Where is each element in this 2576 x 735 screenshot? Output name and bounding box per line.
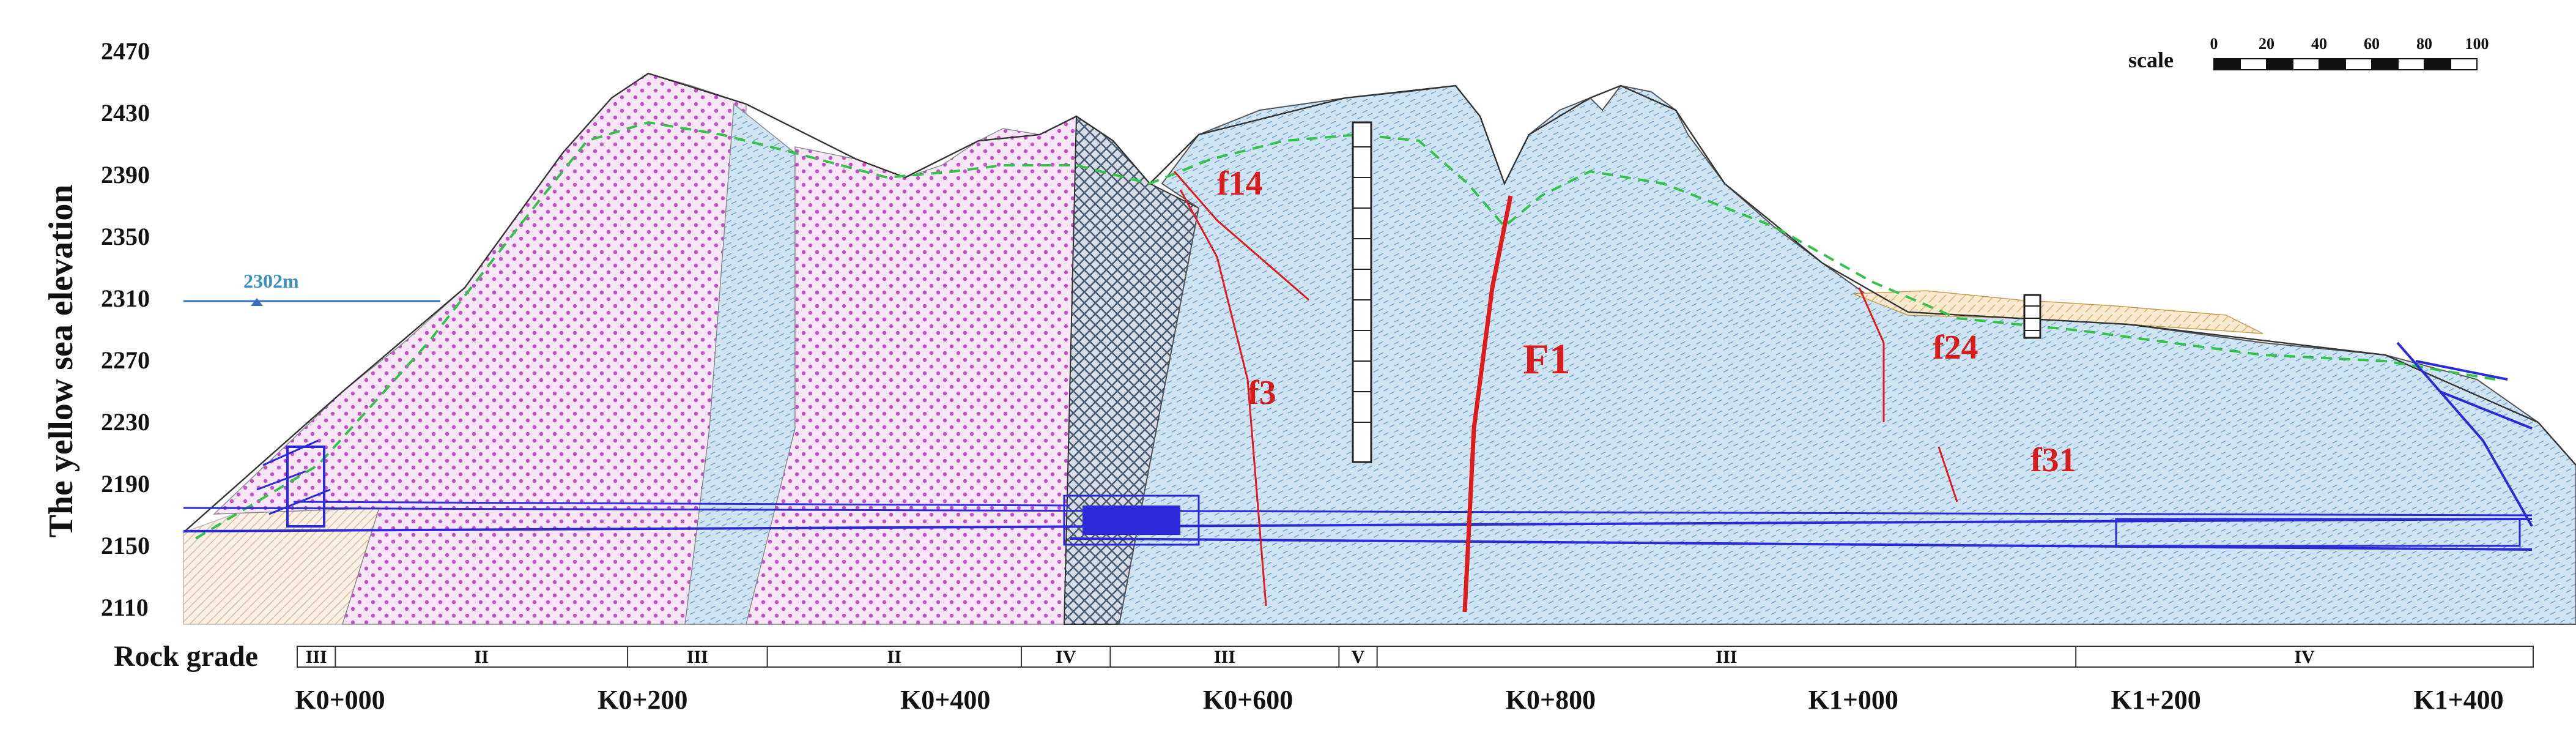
borehole-short bbox=[2023, 294, 2041, 339]
rock-grade-segment-label: II bbox=[887, 647, 901, 667]
weathering-boundary-line bbox=[194, 121, 2496, 540]
rock-grade-segment-label: III bbox=[687, 647, 708, 667]
scale-tick-label: 60 bbox=[2364, 35, 2380, 53]
y-tick-label: 2150 bbox=[101, 532, 150, 559]
fault-f3-line bbox=[1179, 189, 1267, 606]
y-tick-label: 2230 bbox=[101, 408, 150, 436]
overburden-zone bbox=[1852, 290, 2263, 334]
fault-F1-line bbox=[1462, 195, 1513, 613]
section-body bbox=[183, 72, 2576, 625]
scale-bar-segment bbox=[2397, 58, 2425, 70]
rock-grade-frame bbox=[297, 646, 2534, 668]
station-label: K1+400 bbox=[2413, 685, 2503, 715]
rock-grade-segment-label: III bbox=[306, 647, 327, 667]
scale-bar: scale 0 20 40 60 80 100 bbox=[2128, 35, 2489, 72]
fault-f31-line bbox=[1938, 446, 1958, 502]
rock-grade-segment-label: III bbox=[1715, 647, 1737, 667]
scale-label: scale bbox=[2128, 48, 2174, 72]
fault-f24-line bbox=[1858, 287, 1885, 422]
fault-label-F1: F1 bbox=[1523, 336, 1571, 383]
y-tick-label: 2110 bbox=[101, 594, 149, 621]
station-labels: K0+000 K0+200 K0+400 K0+600 K0+800 K1+000 K1+2… bbox=[295, 685, 2503, 715]
station-label: K0+200 bbox=[598, 685, 687, 715]
scale-tick-label: 40 bbox=[2311, 35, 2327, 53]
scale-bar-segment bbox=[2292, 58, 2320, 70]
water-level-marker: 2302m bbox=[183, 270, 440, 306]
scale-bar-segment bbox=[2424, 58, 2451, 70]
station-label: K1+000 bbox=[1808, 685, 1898, 715]
y-tick-label: 2390 bbox=[101, 161, 150, 188]
terrain-outline bbox=[183, 72, 2576, 533]
y-axis-ticks: 2470 2430 2390 2350 2310 2270 2230 2190 2150 2110 bbox=[101, 37, 150, 621]
rock-grade-segment-label: IV bbox=[1056, 647, 1076, 667]
rock-zone-grade-ii-middle bbox=[746, 115, 1077, 625]
scale-bar-segment bbox=[2450, 58, 2478, 70]
rock-grade-segment-label: II bbox=[475, 647, 489, 667]
scale-bar-segment bbox=[2371, 58, 2399, 70]
y-axis-title: The yellow sea elevation bbox=[42, 184, 80, 537]
scale-tick-label: 20 bbox=[2259, 35, 2274, 53]
rock-zone-grade-iii-band bbox=[684, 103, 796, 625]
fault-lines bbox=[1173, 171, 1958, 613]
fault-label-f31: f31 bbox=[2030, 441, 2076, 479]
station-label: K0+600 bbox=[1203, 685, 1293, 715]
y-tick-label: 2190 bbox=[101, 470, 150, 498]
scale-tick-label: 80 bbox=[2416, 35, 2432, 53]
station-label: K0+800 bbox=[1506, 685, 1596, 715]
scale-bar-segment bbox=[2240, 58, 2267, 70]
rock-grade-bar: Rock grade III II III II IV III V III IV bbox=[114, 640, 2534, 673]
borehole-column bbox=[1352, 121, 1372, 463]
y-tick-label: 2470 bbox=[101, 37, 150, 65]
scale-tick-label: 100 bbox=[2465, 35, 2489, 53]
rock-grade-segment-label: III bbox=[1214, 647, 1235, 667]
y-tick-label: 2310 bbox=[101, 285, 150, 312]
tunnel-line bbox=[183, 341, 2533, 551]
station-label: K0+000 bbox=[295, 685, 385, 715]
station-label: K0+400 bbox=[900, 685, 990, 715]
y-tick-label: 2430 bbox=[101, 99, 150, 127]
fault-f14-line bbox=[1173, 171, 1309, 301]
rock-grade-title: Rock grade bbox=[114, 640, 258, 673]
station-label: K1+200 bbox=[2111, 685, 2200, 715]
rock-grade-segment-label: IV bbox=[2294, 647, 2315, 667]
scale-tick-label: 0 bbox=[2210, 35, 2218, 53]
water-level-label: 2302m bbox=[243, 270, 299, 292]
scale-bar-segment bbox=[2266, 58, 2293, 70]
fault-label-f14: f14 bbox=[1217, 165, 1263, 203]
fault-label-f3: f3 bbox=[1248, 374, 1276, 412]
fault-label-f24: f24 bbox=[1933, 329, 1978, 367]
scale-bar-segment bbox=[2319, 58, 2346, 70]
y-tick-label: 2350 bbox=[101, 223, 150, 250]
rock-grade-segment-label: V bbox=[1352, 647, 1365, 667]
y-tick-label: 2270 bbox=[101, 346, 150, 374]
scale-bar-segment bbox=[2213, 58, 2241, 70]
scale-bar-segment bbox=[2345, 58, 2372, 70]
